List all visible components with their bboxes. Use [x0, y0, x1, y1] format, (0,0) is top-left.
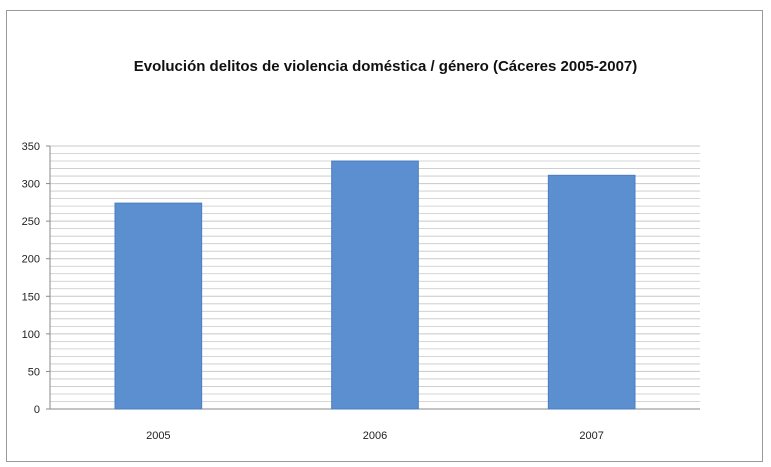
bar-2005 — [114, 202, 203, 410]
bar-2007 — [547, 174, 636, 410]
y-tick-label: 150 — [22, 291, 40, 303]
label-layer: 0 50 100 150 200 250 300 350 2005 2006 2007 — [22, 141, 604, 442]
y-tick-label: 50 — [28, 366, 40, 378]
x-tick-label: 2007 — [579, 430, 603, 442]
y-tick-label: 100 — [22, 329, 40, 341]
bar-2006 — [331, 160, 419, 410]
y-tick-label: 0 — [34, 404, 40, 416]
y-tick-label: 250 — [22, 216, 40, 228]
y-tick-label: 300 — [22, 179, 40, 191]
y-tick-label: 350 — [22, 141, 40, 153]
x-tick-label: 2006 — [363, 430, 387, 442]
x-tick-label: 2005 — [146, 430, 170, 442]
y-tick-label: 200 — [22, 254, 40, 266]
chart-title: Evolución delitos de violencia doméstica… — [133, 58, 638, 75]
bar-layer — [114, 160, 636, 410]
